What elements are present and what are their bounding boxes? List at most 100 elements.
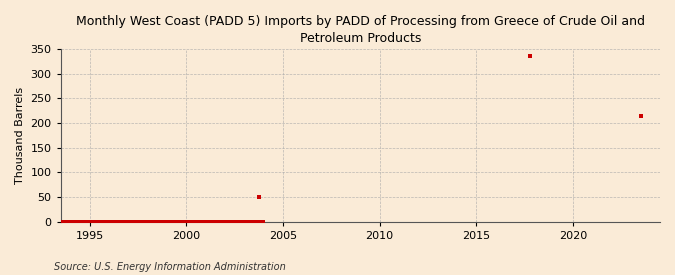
Point [235,219,246,224]
Point [244,219,255,224]
Point [73,219,84,224]
Point [150,219,161,224]
Point [105,219,116,224]
Point [136,219,146,224]
Point [206,219,217,224]
Point [198,219,209,224]
Point [119,219,130,224]
Point [230,219,241,224]
Point [180,219,191,224]
Point [80,219,90,224]
Point [146,219,157,224]
Point [190,219,201,224]
Point [174,219,185,224]
Point [179,219,190,224]
Point [184,219,194,224]
Point [171,219,182,224]
Point [59,219,70,224]
Point [61,219,72,224]
Point [216,219,227,224]
Point [76,219,87,224]
Point [159,219,170,224]
Point [121,219,132,224]
Point [153,219,164,224]
Point [110,219,121,224]
Point [89,219,100,224]
Point [137,219,148,224]
Point [152,219,163,224]
Point [123,219,134,224]
Point [102,219,113,224]
Point [99,219,109,224]
Point [250,219,261,224]
Point [157,219,167,224]
Point [72,219,82,224]
Point [253,195,264,199]
Point [115,219,126,224]
Point [203,219,214,224]
Point [248,219,259,224]
Point [57,219,68,224]
Point [95,219,106,224]
Point [116,219,127,224]
Point [63,219,74,224]
Y-axis label: Thousand Barrels: Thousand Barrels [15,87,25,184]
Point [134,219,144,224]
Point [185,219,196,224]
Point [214,219,225,224]
Point [227,219,238,224]
Title: Monthly West Coast (PADD 5) Imports by PADD of Processing from Greece of Crude O: Monthly West Coast (PADD 5) Imports by P… [76,15,645,45]
Point [252,219,263,224]
Point [238,219,249,224]
Point [209,219,220,224]
Point [205,219,215,224]
Point [635,113,646,118]
Point [78,219,88,224]
Point [86,219,97,224]
Point [100,219,111,224]
Point [87,219,98,224]
Point [148,219,159,224]
Point [188,219,199,224]
Point [196,219,207,224]
Point [94,219,105,224]
Point [84,219,95,224]
Point [237,219,248,224]
Point [193,219,204,224]
Point [55,219,66,224]
Point [524,54,535,58]
Point [140,219,151,224]
Point [118,219,129,224]
Point [107,219,117,224]
Point [67,219,78,224]
Point [169,219,180,224]
Point [211,219,222,224]
Point [113,219,124,224]
Point [129,219,140,224]
Point [60,219,71,224]
Point [158,219,169,224]
Point [167,219,178,224]
Point [81,219,92,224]
Point [90,219,101,224]
Point [166,219,177,224]
Point [65,219,76,224]
Text: Source: U.S. Energy Information Administration: Source: U.S. Energy Information Administ… [54,262,286,272]
Point [213,219,223,224]
Point [124,219,135,224]
Point [74,219,85,224]
Point [192,219,202,224]
Point [178,219,188,224]
Point [126,219,137,224]
Point [103,219,114,224]
Point [82,219,93,224]
Point [182,219,193,224]
Point [145,219,156,224]
Point [217,219,228,224]
Point [187,219,198,224]
Point [139,219,150,224]
Point [256,219,267,224]
Point [155,219,165,224]
Point [195,219,206,224]
Point [165,219,176,224]
